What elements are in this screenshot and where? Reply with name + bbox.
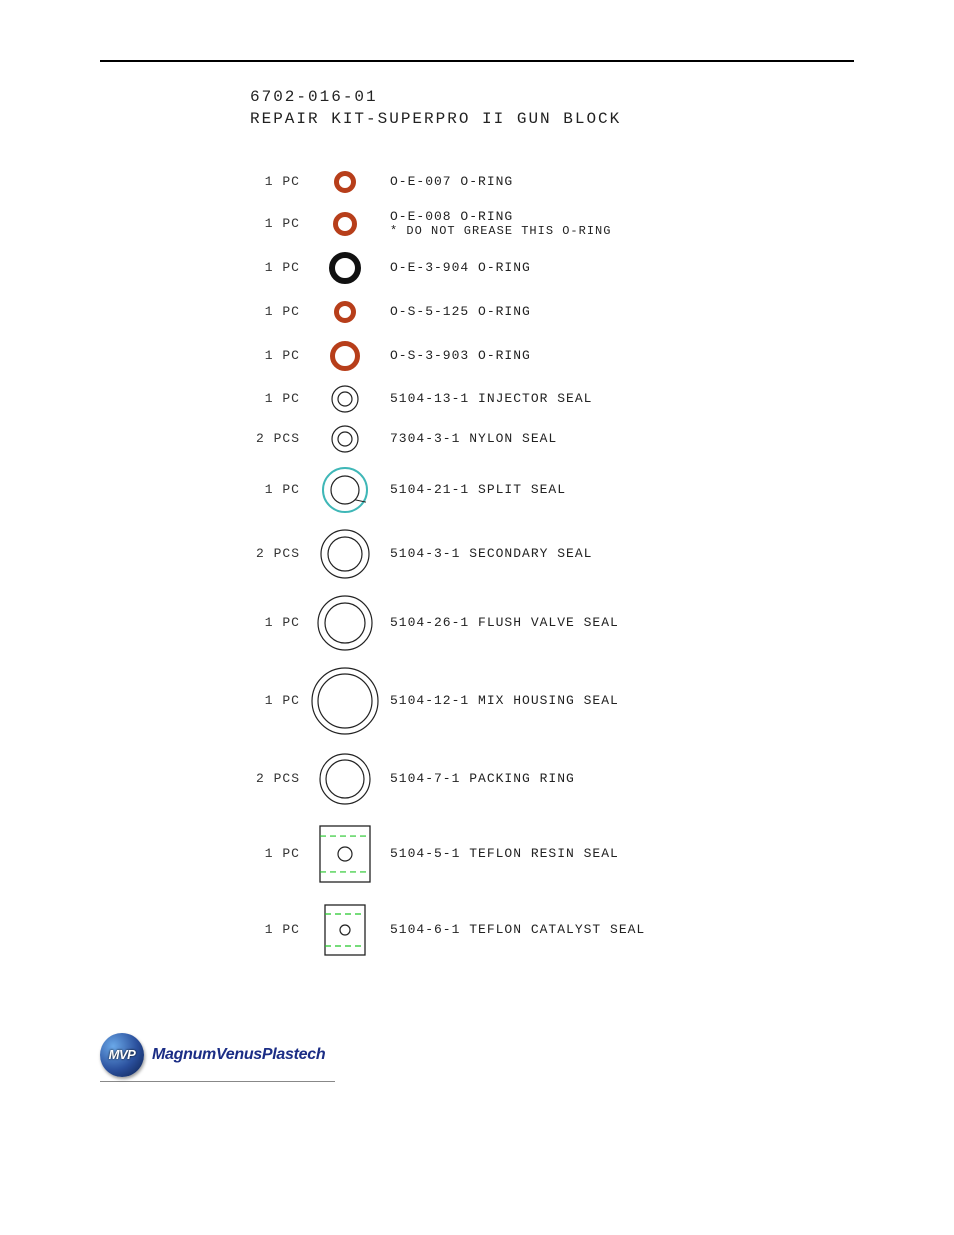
item-qty: 1 PC: [240, 174, 300, 189]
item-icon: [300, 339, 390, 373]
item-row: 1 PC O-E-008 O-RING* DO NOT GREASE THIS …: [240, 203, 854, 245]
item-row: 1 PC 5104-5-1 TEFLON RESIN SEAL: [240, 815, 854, 893]
item-label: 5104-3-1 SECONDARY SEAL: [390, 546, 592, 561]
brand-name: MagnumVenusPlastech: [152, 1046, 325, 1064]
item-qty: 1 PC: [240, 216, 300, 231]
item-icon: [300, 464, 390, 516]
logo-abbr: MVP: [109, 1047, 136, 1062]
item-label-block: 5104-21-1 SPLIT SEAL: [390, 482, 566, 497]
item-label: 5104-12-1 MIX HOUSING SEAL: [390, 693, 619, 708]
page-container: 6702-016-01 REPAIR KIT-SUPERPRO II GUN B…: [0, 0, 954, 1122]
item-qty: 1 PC: [240, 693, 300, 708]
item-qty: 1 PC: [240, 348, 300, 363]
item-label: O-E-3-904 O-RING: [390, 260, 531, 275]
item-label: 5104-5-1 TEFLON RESIN SEAL: [390, 846, 619, 861]
item-qty: 2 PCS: [240, 546, 300, 561]
item-icon: [300, 528, 390, 580]
item-icon: [300, 752, 390, 806]
item-qty: 1 PC: [240, 846, 300, 861]
item-qty: 1 PC: [240, 615, 300, 630]
item-row: 2 PCS 5104-3-1 SECONDARY SEAL: [240, 521, 854, 587]
globe-icon: MVP: [100, 1033, 144, 1077]
item-label: 5104-7-1 PACKING RING: [390, 771, 575, 786]
item-row: 1 PC O-S-5-125 O-RING: [240, 291, 854, 333]
item-label-block: 5104-7-1 PACKING RING: [390, 771, 575, 786]
item-label-block: O-E-008 O-RING* DO NOT GREASE THIS O-RIN…: [390, 209, 611, 238]
item-row: 2 PCS 7304-3-1 NYLON SEAL: [240, 419, 854, 459]
item-icon: [300, 424, 390, 454]
item-label-block: O-E-007 O-RING: [390, 174, 513, 189]
item-label-block: 5104-6-1 TEFLON CATALYST SEAL: [390, 922, 645, 937]
item-label: 5104-21-1 SPLIT SEAL: [390, 482, 566, 497]
footer: MVP MagnumVenusPlastech: [100, 1027, 854, 1102]
brand-logo: MVP MagnumVenusPlastech: [100, 1027, 335, 1082]
item-icon: [300, 250, 390, 286]
item-label-block: 5104-26-1 FLUSH VALVE SEAL: [390, 615, 619, 630]
item-qty: 2 PCS: [240, 431, 300, 446]
item-qty: 2 PCS: [240, 771, 300, 786]
item-label-block: 5104-3-1 SECONDARY SEAL: [390, 546, 592, 561]
item-row: 1 PC 5104-21-1 SPLIT SEAL: [240, 459, 854, 521]
item-row: 1 PC O-S-3-903 O-RING: [240, 333, 854, 379]
item-label-block: 5104-13-1 INJECTOR SEAL: [390, 391, 592, 406]
title-block: 6702-016-01 REPAIR KIT-SUPERPRO II GUN B…: [250, 86, 854, 131]
item-qty: 1 PC: [240, 260, 300, 275]
item-qty: 1 PC: [240, 304, 300, 319]
item-icon: [300, 822, 390, 886]
item-label: 5104-13-1 INJECTOR SEAL: [390, 391, 592, 406]
items-list: 1 PC O-E-007 O-RING1 PC O-E-008 O-RING* …: [240, 161, 854, 967]
item-icon: [300, 594, 390, 652]
item-label: O-S-5-125 O-RING: [390, 304, 531, 319]
item-label: 5104-6-1 TEFLON CATALYST SEAL: [390, 922, 645, 937]
item-label: O-E-007 O-RING: [390, 174, 513, 189]
item-label: 5104-26-1 FLUSH VALVE SEAL: [390, 615, 619, 630]
item-label: O-S-3-903 O-RING: [390, 348, 531, 363]
item-row: 1 PC 5104-6-1 TEFLON CATALYST SEAL: [240, 893, 854, 967]
top-rule: [100, 60, 854, 62]
item-row: 1 PC O-E-3-904 O-RING: [240, 245, 854, 291]
item-label-block: O-S-5-125 O-RING: [390, 304, 531, 319]
item-label-block: O-S-3-903 O-RING: [390, 348, 531, 363]
item-row: 1 PC 5104-12-1 MIX HOUSING SEAL: [240, 659, 854, 743]
part-number: 6702-016-01: [250, 86, 854, 108]
item-icon: [300, 169, 390, 195]
item-qty: 1 PC: [240, 922, 300, 937]
item-row: 1 PC O-E-007 O-RING: [240, 161, 854, 203]
item-row: 1 PC 5104-13-1 INJECTOR SEAL: [240, 379, 854, 419]
item-label-block: 5104-12-1 MIX HOUSING SEAL: [390, 693, 619, 708]
item-icon: [300, 210, 390, 238]
item-icon: [300, 666, 390, 736]
item-label-block: O-E-3-904 O-RING: [390, 260, 531, 275]
item-icon: [300, 384, 390, 414]
kit-title: REPAIR KIT-SUPERPRO II GUN BLOCK: [250, 108, 854, 130]
item-row: 1 PC 5104-26-1 FLUSH VALVE SEAL: [240, 587, 854, 659]
item-label-block: 5104-5-1 TEFLON RESIN SEAL: [390, 846, 619, 861]
item-label: 7304-3-1 NYLON SEAL: [390, 431, 557, 446]
item-label: O-E-008 O-RING: [390, 209, 611, 224]
item-row: 2 PCS 5104-7-1 PACKING RING: [240, 743, 854, 815]
item-note: * DO NOT GREASE THIS O-RING: [390, 224, 611, 238]
item-label-block: 7304-3-1 NYLON SEAL: [390, 431, 557, 446]
item-icon: [300, 299, 390, 325]
item-qty: 1 PC: [240, 482, 300, 497]
item-qty: 1 PC: [240, 391, 300, 406]
item-icon: [300, 901, 390, 959]
